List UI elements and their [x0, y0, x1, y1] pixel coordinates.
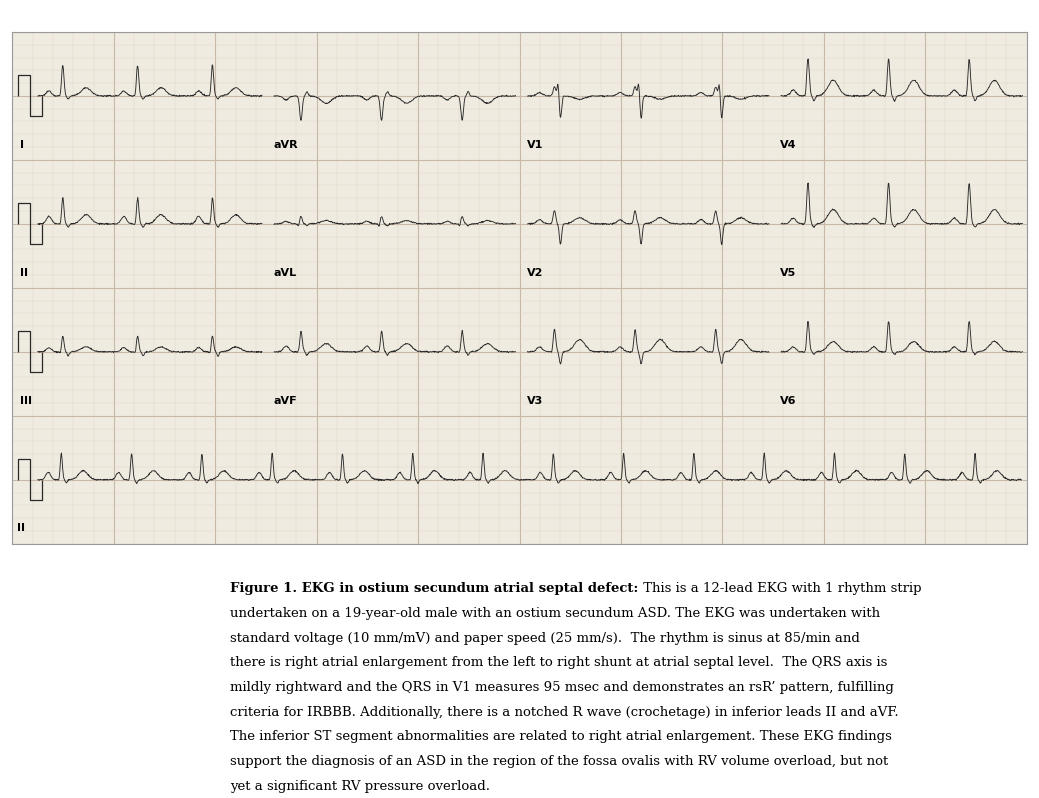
Text: support the diagnosis of an ASD in the region of the fossa ovalis with RV volume: support the diagnosis of an ASD in the r… [231, 755, 888, 768]
Text: there is right atrial enlargement from the left to right shunt at atrial septal : there is right atrial enlargement from t… [231, 656, 888, 670]
Text: undertaken on a 19-year-old male with an ostium secundum ASD. The EKG was undert: undertaken on a 19-year-old male with an… [231, 607, 881, 620]
Text: V3: V3 [527, 396, 542, 405]
Text: aVF: aVF [273, 396, 297, 405]
Text: aVL: aVL [273, 267, 296, 278]
Text: III: III [20, 396, 31, 405]
Text: Figure 1. EKG in ostium secundum atrial septal defect:: Figure 1. EKG in ostium secundum atrial … [231, 583, 639, 595]
Text: This is a 12-lead EKG with 1 rhythm strip: This is a 12-lead EKG with 1 rhythm stri… [639, 583, 922, 595]
Text: V4: V4 [780, 140, 797, 150]
Text: standard voltage (10 mm/mV) and paper speed (25 mm/s).  The rhythm is sinus at 8: standard voltage (10 mm/mV) and paper sp… [231, 632, 860, 645]
Text: The inferior ST segment abnormalities are related to right atrial enlargement. T: The inferior ST segment abnormalities ar… [231, 730, 893, 744]
Text: aVR: aVR [273, 140, 298, 150]
Text: mildly rightward and the QRS in V1 measures 95 msec and demonstrates an rsR’ pat: mildly rightward and the QRS in V1 measu… [231, 681, 895, 694]
Text: I: I [20, 140, 24, 150]
Text: V6: V6 [780, 396, 797, 405]
Text: II: II [17, 523, 25, 534]
Text: V2: V2 [527, 267, 543, 278]
Text: criteria for IRBBB. Additionally, there is a notched R wave (crochetage) in infe: criteria for IRBBB. Additionally, there … [231, 705, 899, 719]
Text: II: II [20, 267, 28, 278]
Text: V1: V1 [527, 140, 543, 150]
Text: V5: V5 [780, 267, 796, 278]
Text: yet a significant RV pressure overload.: yet a significant RV pressure overload. [231, 780, 490, 793]
